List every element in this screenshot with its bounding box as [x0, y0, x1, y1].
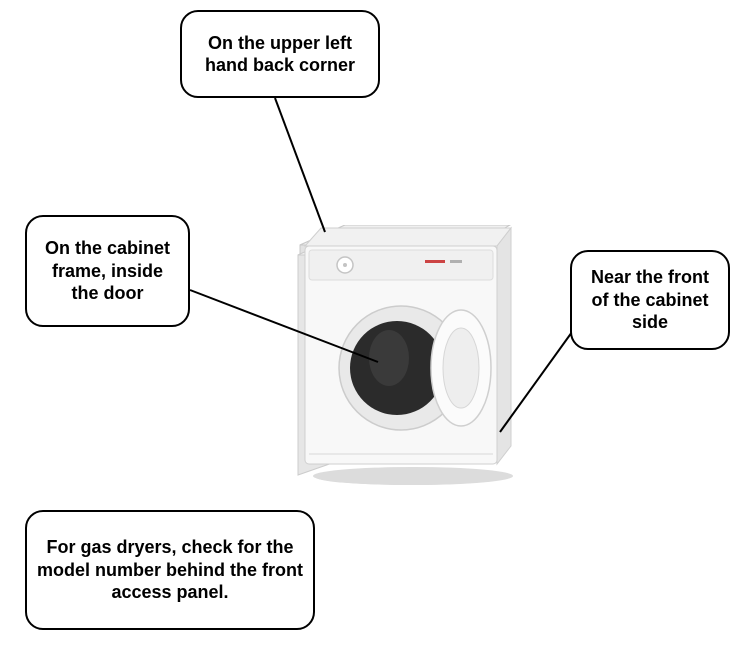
dryer-illustration: [285, 218, 525, 488]
callout-upper-left-back-corner: On the upper left hand back corner: [180, 10, 380, 98]
callout-cabinet-frame-inside-door: On the cabinet frame, inside the door: [25, 215, 190, 327]
callout-front-cabinet-side: Near the front of the cabinet side: [570, 250, 730, 350]
callout-gas-dryer-access-panel: For gas dryers, check for the model numb…: [25, 510, 315, 630]
